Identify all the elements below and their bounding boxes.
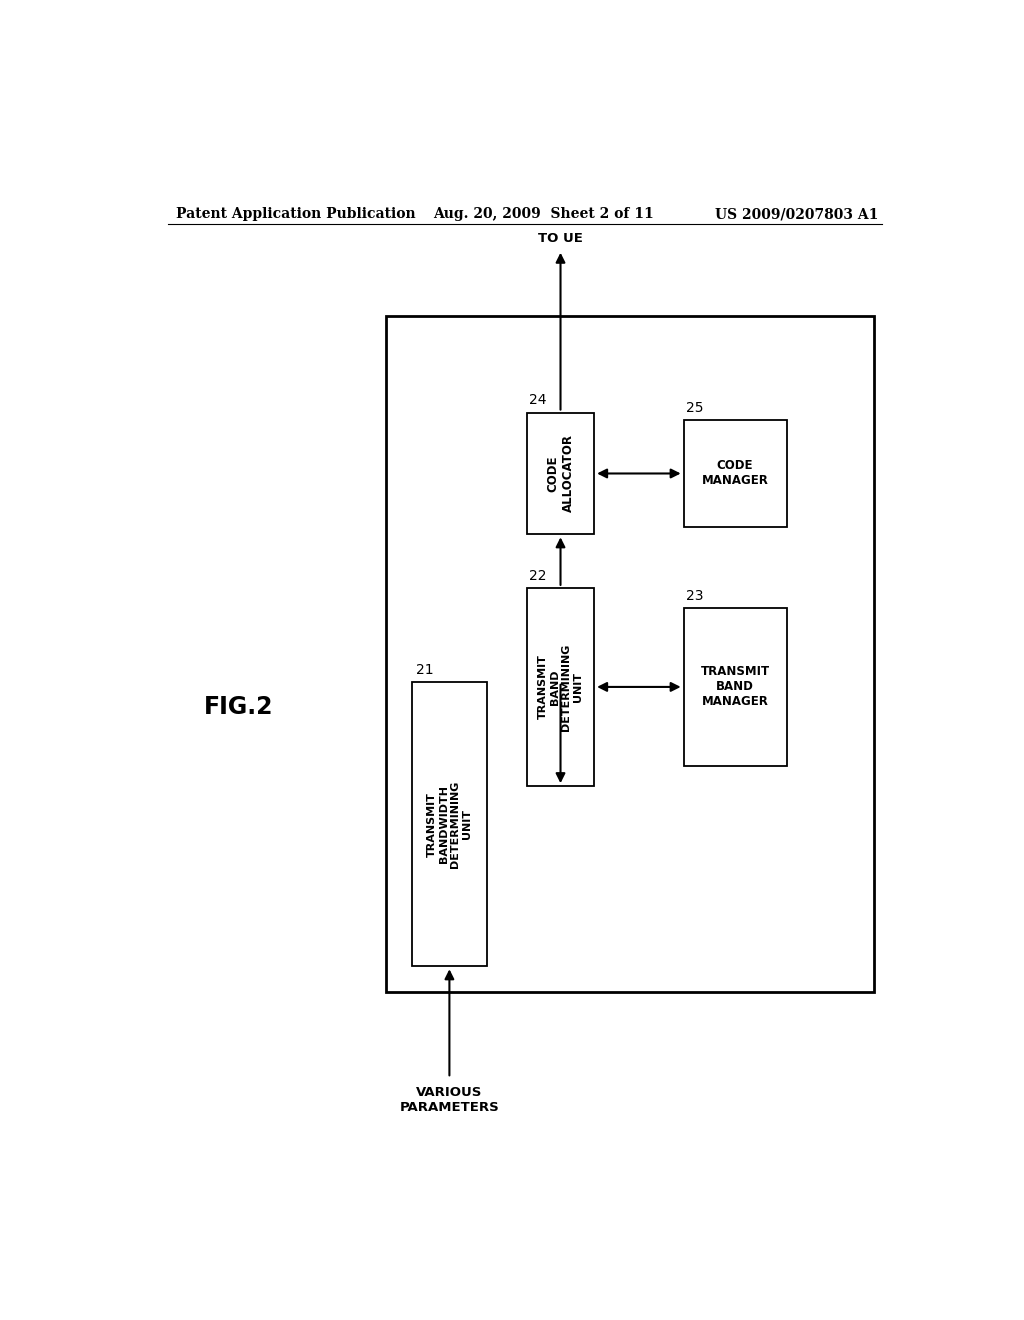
Bar	[386, 315, 874, 991]
Text: TRANSMIT
BAND
DETERMINING
UNIT: TRANSMIT BAND DETERMINING UNIT	[539, 643, 583, 730]
Bar	[684, 609, 786, 766]
Text: US 2009/0207803 A1: US 2009/0207803 A1	[715, 207, 879, 222]
Text: 25: 25	[686, 401, 703, 414]
Text: 24: 24	[529, 393, 547, 408]
Text: Patent Application Publication: Patent Application Publication	[176, 207, 416, 222]
Text: 21: 21	[416, 663, 433, 677]
Text: 23: 23	[686, 589, 703, 603]
Text: CODE
MANAGER: CODE MANAGER	[701, 459, 769, 487]
Bar	[684, 420, 786, 527]
Text: Aug. 20, 2009  Sheet 2 of 11: Aug. 20, 2009 Sheet 2 of 11	[433, 207, 654, 222]
Bar	[526, 587, 594, 785]
Bar	[526, 413, 594, 535]
Text: TRANSMIT
BANDWIDTH
DETERMINING
UNIT: TRANSMIT BANDWIDTH DETERMINING UNIT	[427, 780, 472, 867]
Text: VARIOUS
PARAMETERS: VARIOUS PARAMETERS	[399, 1086, 500, 1114]
Text: TO UE: TO UE	[538, 232, 583, 244]
Text: FIG.2: FIG.2	[205, 696, 273, 719]
Bar	[412, 682, 487, 966]
Text: 22: 22	[529, 569, 547, 582]
Text: CODE
ALLOCATOR: CODE ALLOCATOR	[547, 434, 574, 512]
Text: TRANSMIT
BAND
MANAGER: TRANSMIT BAND MANAGER	[700, 665, 770, 709]
